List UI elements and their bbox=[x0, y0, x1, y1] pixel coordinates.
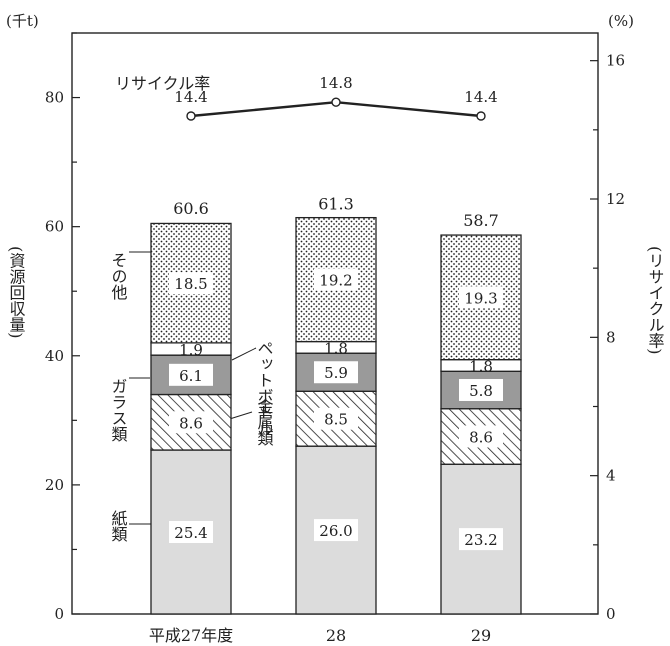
data-label-box bbox=[314, 407, 358, 430]
data-label-other: 18.5 bbox=[174, 275, 207, 293]
right-tick-label: 16 bbox=[606, 52, 625, 70]
label-metal: 金属類 bbox=[255, 398, 274, 446]
data-label-petbottle: 1.8 bbox=[324, 339, 348, 357]
right-tick-label: 8 bbox=[606, 328, 616, 346]
data-label-glass: 6.1 bbox=[179, 367, 203, 385]
category-label: 28 bbox=[326, 626, 346, 645]
left-tick-label: 20 bbox=[45, 476, 64, 494]
data-label-other: 19.3 bbox=[464, 289, 497, 307]
data-label-box bbox=[314, 519, 358, 542]
bar-total-label: 60.6 bbox=[173, 199, 209, 218]
left-tick-label: 0 bbox=[54, 605, 64, 623]
data-label-metal: 8.5 bbox=[324, 411, 348, 429]
data-label-box bbox=[169, 521, 213, 544]
label-sonota: その他 bbox=[109, 252, 128, 301]
label-paper: 紙類 bbox=[109, 510, 128, 542]
category-label: 平成27年度 bbox=[149, 626, 233, 645]
recycle-rate-label: 14.8 bbox=[319, 74, 352, 92]
bar-total-label: 58.7 bbox=[463, 211, 499, 230]
data-label-metal: 8.6 bbox=[469, 428, 493, 446]
plot-area: 0 20 40 60 80 0 4 8 12 16 25.4 8.6 6.1 1.9 18.5 60.6 平成2… bbox=[45, 32, 625, 645]
left-tick-label: 80 bbox=[45, 89, 64, 107]
data-label-petbottle: 1.8 bbox=[469, 357, 493, 375]
left-axis-label: (資源回収量) bbox=[7, 246, 26, 338]
recycle-rate-label: 14.4 bbox=[464, 88, 497, 106]
data-label-box bbox=[459, 378, 503, 401]
label-petbottle: ペットボトル bbox=[255, 340, 274, 436]
right-axis-unit: (%) bbox=[608, 12, 634, 30]
data-label-box bbox=[314, 361, 358, 384]
left-tick-label: 60 bbox=[45, 218, 64, 236]
label-recycle-rate: リサイクル率 bbox=[115, 74, 210, 93]
recycle-rate-point bbox=[186, 111, 196, 121]
right-tick-label: 12 bbox=[606, 190, 625, 208]
data-label-paper: 23.2 bbox=[464, 531, 497, 549]
category-label: 29 bbox=[471, 626, 491, 645]
data-label-glass: 5.9 bbox=[324, 364, 348, 382]
data-label-box bbox=[459, 528, 503, 551]
data-label-glass: 5.8 bbox=[469, 382, 493, 400]
data-label-box bbox=[459, 286, 503, 309]
leader-petbottle bbox=[231, 347, 257, 361]
data-label-paper: 25.4 bbox=[174, 524, 207, 542]
data-label-box bbox=[169, 411, 213, 434]
data-label-metal: 8.6 bbox=[179, 414, 203, 432]
bar-total-label: 61.3 bbox=[318, 194, 354, 213]
data-label-box bbox=[314, 268, 358, 291]
recycle-rate-point bbox=[331, 97, 341, 107]
data-label-box bbox=[169, 272, 213, 295]
right-axis-label: (リサイクル率) bbox=[646, 246, 665, 354]
right-tick-label: 0 bbox=[606, 605, 616, 623]
data-label-other: 19.2 bbox=[319, 272, 352, 290]
right-tick-label: 4 bbox=[606, 467, 616, 485]
data-label-petbottle: 1.9 bbox=[179, 341, 203, 359]
data-label-box bbox=[459, 425, 503, 448]
data-label-box bbox=[169, 363, 213, 386]
left-tick-label: 40 bbox=[45, 347, 64, 365]
data-label-paper: 26.0 bbox=[319, 522, 352, 540]
recycle-rate-point bbox=[476, 111, 486, 121]
recycle-rate-label: 14.4 bbox=[174, 88, 207, 106]
label-glass: ガラス類 bbox=[109, 378, 128, 442]
left-axis-unit: (千t) bbox=[6, 12, 39, 30]
